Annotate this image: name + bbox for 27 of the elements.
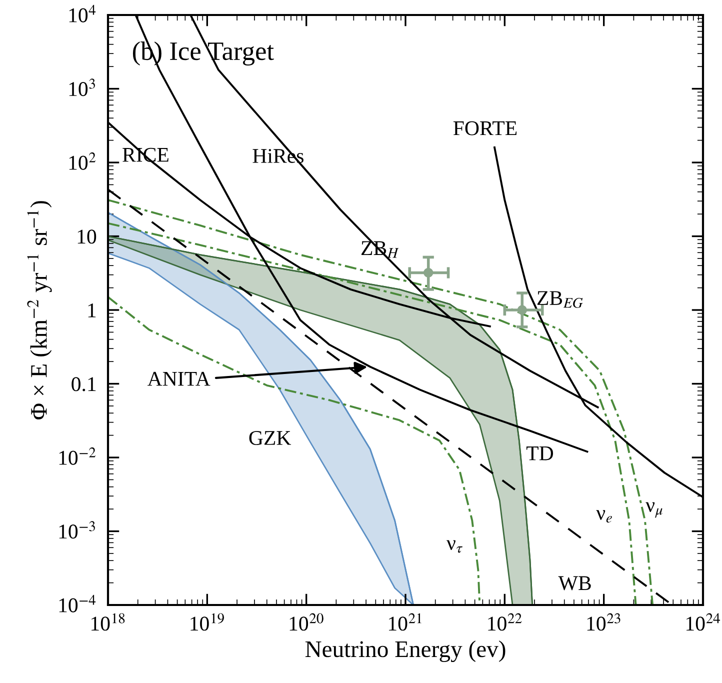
x-tick-label: 10$^{20}$ bbox=[290, 613, 324, 631]
y-tick-label: 10$^{−4}$ bbox=[59, 594, 96, 612]
y-tick-label: 1 bbox=[88, 303, 96, 318]
y-tick-label: 10$^{−3}$ bbox=[59, 521, 95, 539]
annotation: ν$_{τ}$ bbox=[446, 540, 463, 553]
y-tick-label: 10$^{3}$ bbox=[69, 78, 95, 96]
annotation: ANITA bbox=[147, 372, 210, 386]
y-tick-label: 10$^{4}$ bbox=[69, 4, 96, 22]
x-tick-label: 10$^{22}$ bbox=[488, 613, 522, 631]
y-tick-label: 10$^{−2}$ bbox=[59, 447, 96, 465]
y-tick-label: 10 bbox=[78, 230, 96, 244]
y-axis-title: Φ × E (km$^{−2}$ yr$^{−1}$ sr$^{−1}$) bbox=[27, 201, 52, 420]
annotation: TD bbox=[526, 446, 554, 460]
y-tick-label: 0.1 bbox=[72, 377, 96, 392]
annotation: WB bbox=[558, 576, 591, 590]
x-axis-title: Neutrino Energy (ev) bbox=[305, 640, 506, 662]
annotation: ν$_{μ}$ bbox=[646, 502, 662, 518]
annotation: ν$_{e}$ bbox=[596, 510, 612, 523]
x-tick-label: 10$^{21}$ bbox=[389, 613, 422, 631]
annotation: FORTE bbox=[453, 121, 517, 136]
x-tick-label: 10$^{24}$ bbox=[686, 613, 720, 631]
x-tick-label: 10$^{23}$ bbox=[587, 613, 620, 631]
annotation: ZB$_{EG}$ bbox=[537, 291, 583, 308]
y-tick-label: 10$^{2}$ bbox=[69, 152, 96, 170]
annotation: GZK bbox=[249, 431, 292, 446]
x-tick-label: 10$^{19}$ bbox=[190, 613, 224, 631]
x-tick-label: 10$^{18}$ bbox=[92, 613, 125, 631]
